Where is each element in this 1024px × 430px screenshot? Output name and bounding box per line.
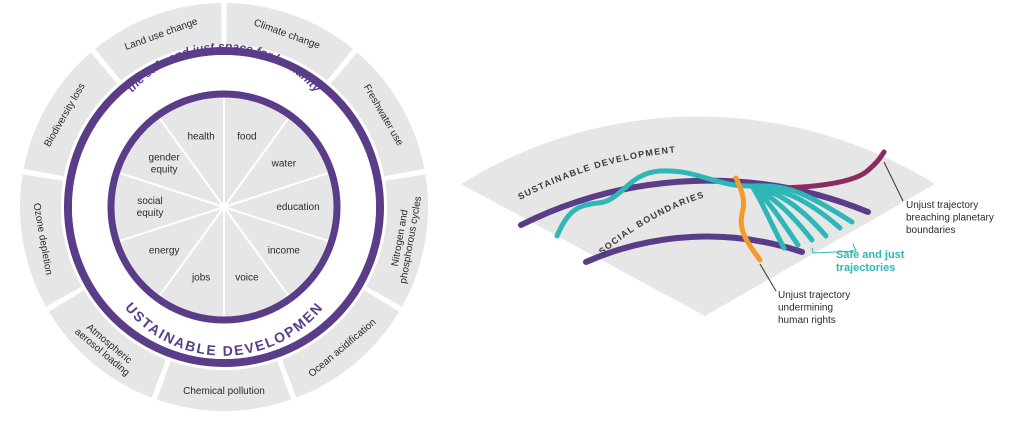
foundation-label: income (268, 245, 301, 256)
foundation-divider (159, 118, 225, 208)
safe-bracket (811, 243, 857, 254)
planetary-boundary-ring (19, 3, 429, 411)
foundation-divider (223, 206, 289, 296)
annotation-planetary: Unjust trajectory breaching planetary bo… (906, 200, 997, 236)
boundary-segment (226, 3, 353, 84)
social-boundaries-arc (583, 233, 805, 265)
boundary-segment (328, 52, 425, 178)
boundary-segment (23, 52, 120, 178)
social-foundation-dividers (120, 98, 328, 316)
boundary-segment (19, 174, 85, 307)
foundation-label: jobs (191, 272, 210, 283)
boundary-segment (95, 3, 222, 84)
trajectory-line (749, 183, 787, 251)
trajectory-human-rights (733, 175, 763, 263)
outer-purple-ring (64, 47, 384, 367)
foundation-label: education (276, 202, 319, 213)
leader-line-rights (759, 263, 777, 292)
boundary-segment (48, 288, 168, 398)
foundation-divider (223, 172, 328, 208)
foundation-divider (223, 206, 328, 242)
foundation-divider (120, 172, 225, 208)
social-foundation-labels: food water education income voice jobs energy s… (137, 131, 320, 283)
left-doughnut: food water education income voice jobs energy s… (0, 0, 429, 411)
boundary-segment (280, 288, 400, 398)
foundation-label: voice (235, 272, 259, 283)
annotation-rights: Unjust trajectory undermining human righ… (778, 290, 853, 326)
foundation-divider (159, 206, 225, 296)
sustainable-development-arc (518, 177, 871, 228)
foundation-divider (223, 118, 289, 208)
trajectory-line (554, 168, 855, 239)
leader-line-planetary (883, 161, 904, 202)
sector-background (461, 116, 935, 316)
boundary-segment (156, 358, 292, 411)
right-trajectory-diagram: SUSTAINABLE DEVELOPMENT SOCIAL BOUNDARIE… (461, 116, 997, 326)
boundary-segment (363, 174, 429, 307)
boundary-label: Chemical pollution (183, 386, 265, 397)
foundation-label: water (271, 158, 297, 169)
foundation-divider (120, 206, 225, 242)
foundation-label: energy (149, 245, 180, 256)
safe-trajectories (554, 168, 855, 251)
foundation-label: food (237, 131, 256, 142)
annotation-safe: Safe and just trajectories (836, 249, 908, 274)
foundation-label: gender equity (149, 152, 181, 175)
foundation-label: health (188, 131, 215, 142)
foundation-label: social equity (137, 196, 164, 219)
